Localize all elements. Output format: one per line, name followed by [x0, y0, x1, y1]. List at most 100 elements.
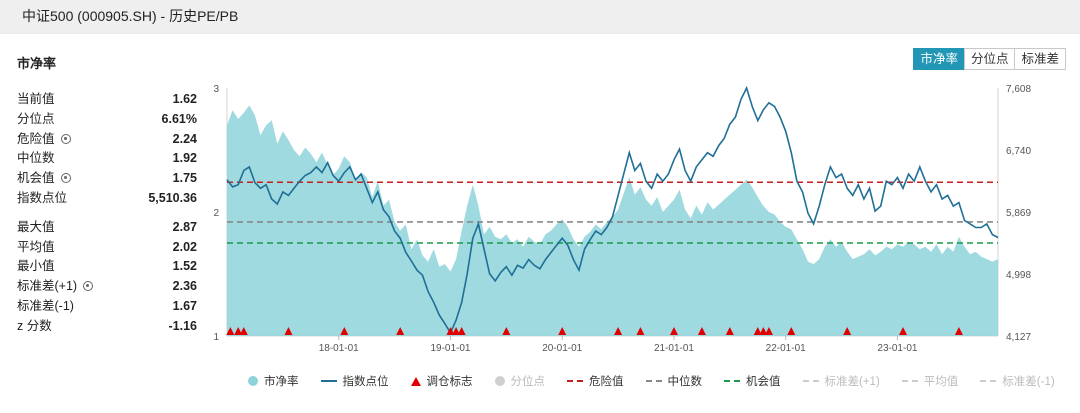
y-right-tick-label: 4,998 — [1006, 270, 1031, 281]
legend-item[interactable]: 标准差(-1) — [980, 373, 1055, 389]
stat-row: 指数点位 5,510.36 — [17, 189, 197, 209]
stat-label-text: 标准差(-1) — [17, 298, 74, 313]
x-tick-label: 22-01-01 — [766, 343, 806, 354]
stat-label-text: 平均值 — [17, 239, 55, 254]
stat-label-text: 机会值 — [17, 171, 55, 186]
chart-legend: 市净率 指数点位 调仓标志 分位点 危险值 中位数 机会值 标准差(+1) 平均值 标准差(-1) — [248, 373, 1077, 389]
rebalance-marker-icon — [396, 327, 405, 335]
stat-label: z 分数 — [17, 317, 52, 337]
legend-item[interactable]: 危险值 — [567, 373, 624, 389]
tab-percentile[interactable]: 分位点 — [963, 48, 1016, 70]
rebalance-marker-icon — [697, 327, 706, 335]
stat-label-text: 当前值 — [17, 92, 55, 106]
rebalance-marker-icon — [787, 327, 796, 335]
pb-history-chart: 3 2 1 7,608 6,740 5,869 4,998 4,127 18-01-01 19-0… — [213, 84, 1031, 354]
stat-value: 1.75 — [172, 171, 197, 186]
settings-gear-icon[interactable] — [60, 173, 71, 184]
stat-label-text: z 分数 — [17, 318, 52, 333]
rebalance-marker-icon — [954, 327, 963, 335]
y-left-tick-label: 2 — [213, 208, 219, 219]
rebalance-marker-icon — [446, 327, 455, 335]
stat-value: 1.62 — [172, 92, 197, 106]
stat-label: 标准差(+1) — [17, 277, 94, 297]
rebalance-marker-icon — [239, 327, 248, 335]
stat-row: 标准差(-1) 1.67 — [17, 297, 197, 317]
x-tick-label: 19-01-01 — [430, 343, 470, 354]
stat-label: 机会值 — [17, 169, 71, 189]
stat-label-text: 分位点 — [17, 111, 55, 126]
stat-row: 最小值 1.52 — [17, 257, 197, 277]
rebalance-marker-icon — [725, 327, 734, 335]
stat-value: 6.61% — [161, 111, 197, 126]
stat-label-text: 标准差(+1) — [17, 279, 78, 294]
legend-label: 平均值 — [923, 376, 959, 388]
legend-item[interactable]: 指数点位 — [320, 373, 389, 389]
stat-label: 最大值 — [17, 218, 55, 238]
legend-item[interactable]: 调仓标志 — [410, 373, 473, 389]
stat-label: 平均值 — [17, 238, 55, 258]
legend-dot-icon — [494, 376, 505, 386]
stat-label: 当前值 — [17, 90, 55, 110]
tab-stddev[interactable]: 标准差 — [1014, 48, 1066, 70]
rebalance-marker-icon — [753, 327, 762, 335]
legend-label: 分位点 — [510, 376, 546, 388]
window-title: 中证500 (000905.SH) - 历史PE/PB — [0, 0, 1080, 32]
panel-title: 市净率 — [17, 56, 57, 71]
rebalance-marker-icon — [502, 327, 511, 335]
rebalance-marker-icon — [764, 327, 773, 335]
rebalance-marker-icon — [636, 327, 645, 335]
x-tick-label: 21-01-01 — [654, 343, 694, 354]
legend-item[interactable]: 中位数 — [645, 373, 702, 389]
stat-label-text: 最小值 — [17, 259, 55, 274]
rebalance-marker-icon — [669, 327, 678, 335]
stat-label: 最小值 — [17, 257, 55, 277]
legend-label: 指数点位 — [342, 376, 389, 388]
stat-value: 1.92 — [172, 151, 197, 166]
tab-pb[interactable]: 市净率 — [913, 48, 965, 70]
legend-item[interactable]: 机会值 — [724, 373, 781, 389]
stat-row: 平均值 2.02 — [17, 238, 197, 258]
rebalance-marker-icon — [340, 327, 349, 335]
rebalance-marker-icon — [234, 327, 243, 335]
legend-item[interactable]: 标准差(+1) — [802, 373, 880, 389]
settings-gear-icon[interactable] — [83, 281, 94, 292]
legend-dash-icon — [724, 380, 740, 382]
legend-item[interactable]: 分位点 — [494, 373, 546, 389]
legend-label: 机会值 — [746, 376, 781, 388]
y-right-tick-label: 4,127 — [1006, 332, 1031, 343]
stat-row: 危险值 2.24 — [17, 130, 197, 150]
stat-label: 标准差(-1) — [17, 297, 74, 317]
rebalance-marker-icon — [284, 327, 293, 335]
legend-item[interactable]: 市净率 — [248, 373, 299, 389]
stat-row: 分位点 6.61% — [17, 110, 197, 130]
rebalance-marker-icon — [226, 327, 235, 335]
legend-dash-icon — [645, 380, 662, 382]
stat-row: 最大值 2.87 — [17, 218, 197, 238]
index-line — [226, 85, 999, 335]
stat-label-text: 危险值 — [17, 131, 55, 146]
chart-panel: 市净率 市净率 分位点 标准差 当前值 1.62 分位点 6.61% 危险值 2.24 中位… — [0, 34, 1080, 413]
rebalance-marker-icon — [899, 327, 908, 335]
stat-label: 指数点位 — [17, 189, 67, 209]
rebalance-marker-icon — [614, 327, 623, 335]
legend-item[interactable]: 平均值 — [901, 373, 959, 389]
stat-row: z 分数 -1.16 — [17, 317, 197, 337]
legend-label: 市净率 — [264, 376, 299, 388]
y-left-tick-label: 3 — [213, 84, 219, 95]
settings-gear-icon[interactable] — [60, 133, 71, 144]
rebalance-marker-icon — [457, 327, 466, 335]
legend-dash-icon — [802, 380, 819, 382]
legend-line-icon — [320, 380, 337, 382]
stat-row: 当前值 1.62 — [17, 90, 197, 110]
stat-row: 中位数 1.92 — [17, 149, 197, 169]
pb-area — [227, 105, 998, 337]
x-tick-label: 18-01-01 — [319, 343, 359, 354]
stat-value: 2.02 — [172, 239, 197, 254]
x-tick-label: 20-01-01 — [542, 343, 582, 354]
stat-label-text: 中位数 — [17, 151, 55, 166]
legend-dash-icon — [980, 380, 997, 382]
stat-label: 分位点 — [17, 110, 55, 130]
y-right-tick-label: 6,740 — [1006, 146, 1031, 157]
stat-value: 1.52 — [172, 259, 197, 274]
stat-value: 2.36 — [172, 279, 197, 294]
